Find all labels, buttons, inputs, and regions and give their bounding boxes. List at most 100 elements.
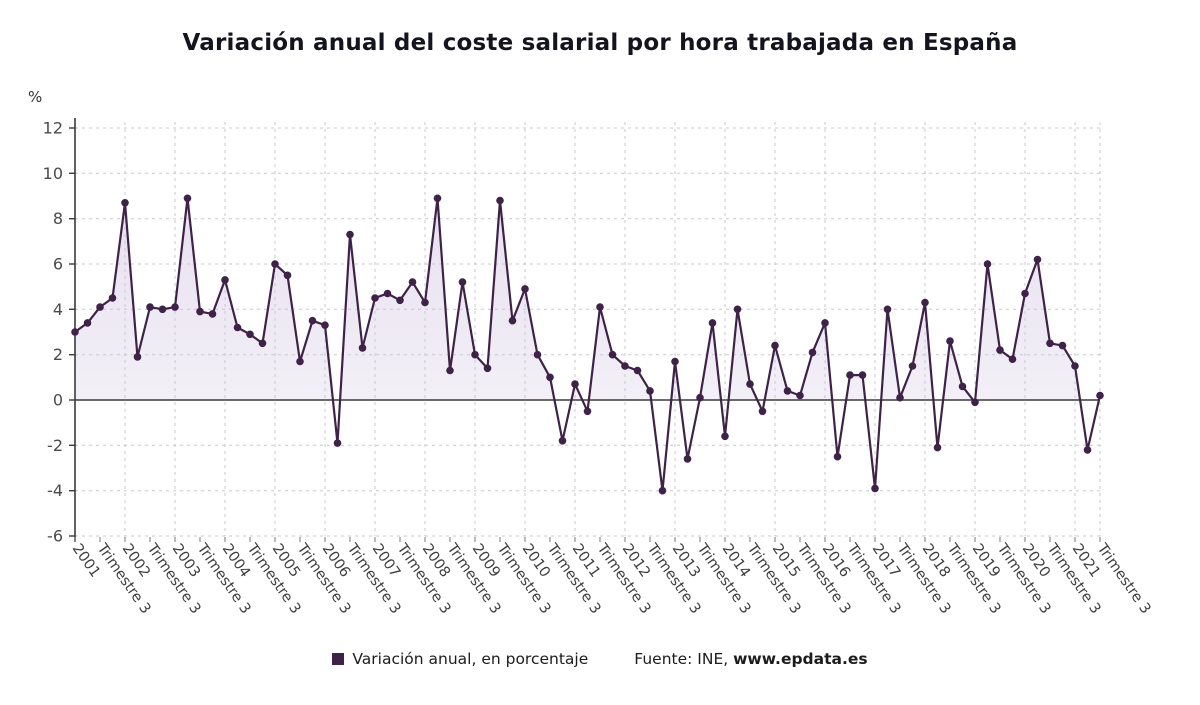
data-point[interactable] bbox=[721, 432, 729, 441]
series-color-swatch bbox=[332, 653, 345, 665]
data-point[interactable] bbox=[958, 382, 967, 391]
data-point[interactable] bbox=[708, 319, 717, 327]
data-point[interactable] bbox=[1083, 446, 1092, 454]
area-fill bbox=[75, 198, 1100, 400]
data-point[interactable] bbox=[596, 303, 604, 311]
source-attribution: Fuente: INE, www.epdata.es bbox=[634, 650, 867, 668]
y-tick-label: -4 bbox=[47, 481, 63, 500]
data-point[interactable] bbox=[283, 271, 292, 280]
data-point[interactable] bbox=[808, 348, 817, 357]
data-point[interactable] bbox=[221, 276, 229, 284]
data-point[interactable] bbox=[1008, 355, 1017, 364]
data-point[interactable] bbox=[196, 307, 204, 316]
data-point[interactable] bbox=[358, 344, 367, 352]
data-point[interactable] bbox=[546, 373, 554, 382]
data-point[interactable] bbox=[508, 316, 517, 325]
data-point[interactable] bbox=[371, 294, 379, 302]
data-point[interactable] bbox=[533, 350, 542, 359]
data-point[interactable] bbox=[646, 387, 654, 395]
data-point[interactable] bbox=[971, 398, 979, 407]
data-point[interactable] bbox=[271, 260, 279, 268]
data-point[interactable] bbox=[1033, 255, 1042, 264]
data-point[interactable] bbox=[433, 194, 442, 203]
data-point[interactable] bbox=[321, 321, 329, 330]
data-point[interactable] bbox=[308, 316, 317, 325]
data-point[interactable] bbox=[658, 486, 667, 495]
data-point[interactable] bbox=[633, 366, 642, 375]
data-point[interactable] bbox=[383, 289, 392, 298]
data-point[interactable] bbox=[346, 230, 354, 239]
y-tick-label: -6 bbox=[47, 527, 63, 546]
data-point[interactable] bbox=[783, 387, 792, 395]
data-point[interactable] bbox=[871, 484, 879, 493]
data-point[interactable] bbox=[746, 380, 754, 388]
data-point[interactable] bbox=[608, 350, 617, 359]
data-point[interactable] bbox=[333, 439, 342, 447]
data-point[interactable] bbox=[521, 285, 529, 293]
data-point[interactable] bbox=[671, 357, 679, 366]
data-point[interactable] bbox=[846, 371, 854, 379]
y-axis-unit-label: % bbox=[28, 88, 43, 106]
data-point[interactable] bbox=[1058, 341, 1067, 350]
chart-title: Variación anual del coste salarial por h… bbox=[182, 30, 1018, 56]
data-point[interactable] bbox=[908, 362, 917, 370]
data-point[interactable] bbox=[883, 305, 892, 314]
data-point[interactable] bbox=[258, 339, 267, 348]
epdata-link[interactable]: www.epdata.es bbox=[733, 650, 868, 668]
data-point[interactable] bbox=[208, 310, 217, 318]
data-point[interactable] bbox=[233, 323, 242, 332]
data-point[interactable] bbox=[133, 353, 142, 361]
data-point[interactable] bbox=[96, 303, 104, 311]
data-point[interactable] bbox=[1021, 289, 1029, 298]
source-prefix: Fuente: INE, bbox=[634, 650, 734, 668]
data-point[interactable] bbox=[921, 298, 929, 307]
data-point[interactable] bbox=[858, 371, 867, 379]
data-point[interactable] bbox=[121, 199, 129, 207]
data-point[interactable] bbox=[83, 319, 92, 327]
data-point[interactable] bbox=[171, 303, 179, 311]
y-tick-label: 10 bbox=[43, 164, 63, 183]
data-point[interactable] bbox=[983, 260, 992, 268]
data-point[interactable] bbox=[408, 278, 417, 286]
data-point[interactable] bbox=[583, 407, 592, 416]
data-point[interactable] bbox=[1071, 362, 1079, 370]
data-point[interactable] bbox=[471, 350, 479, 359]
data-point[interactable] bbox=[496, 196, 504, 205]
data-point[interactable] bbox=[108, 294, 117, 302]
data-point[interactable] bbox=[771, 341, 779, 350]
data-point[interactable] bbox=[483, 364, 492, 373]
data-point[interactable] bbox=[183, 194, 192, 203]
data-point[interactable] bbox=[458, 278, 467, 286]
data-point[interactable] bbox=[821, 319, 829, 327]
data-point[interactable] bbox=[758, 407, 767, 416]
data-point[interactable] bbox=[796, 391, 804, 400]
data-point[interactable] bbox=[996, 346, 1004, 354]
y-tick-label: 12 bbox=[43, 119, 63, 138]
data-point[interactable] bbox=[246, 330, 254, 339]
data-point[interactable] bbox=[833, 452, 842, 461]
data-point[interactable] bbox=[683, 455, 692, 463]
legend: Variación anual, en porcentaje Fuente: I… bbox=[0, 650, 1200, 668]
y-tick-label: 6 bbox=[53, 255, 63, 274]
data-point[interactable] bbox=[296, 357, 304, 366]
series-label: Variación anual, en porcentaje bbox=[352, 650, 589, 668]
y-tick-label: 2 bbox=[53, 345, 63, 364]
data-point[interactable] bbox=[446, 366, 454, 375]
data-point[interactable] bbox=[621, 362, 629, 370]
data-point[interactable] bbox=[146, 303, 154, 311]
data-point[interactable] bbox=[1046, 339, 1054, 348]
data-point[interactable] bbox=[396, 296, 404, 305]
data-point[interactable] bbox=[1096, 391, 1104, 400]
data-point[interactable] bbox=[571, 380, 579, 388]
data-point[interactable] bbox=[696, 393, 704, 402]
data-point[interactable] bbox=[733, 305, 742, 314]
data-point[interactable] bbox=[933, 443, 942, 452]
data-point[interactable] bbox=[896, 393, 904, 402]
data-point[interactable] bbox=[158, 305, 167, 314]
data-point[interactable] bbox=[946, 337, 954, 345]
data-point[interactable] bbox=[71, 328, 79, 336]
data-point[interactable] bbox=[421, 298, 429, 307]
data-point[interactable] bbox=[558, 437, 567, 445]
